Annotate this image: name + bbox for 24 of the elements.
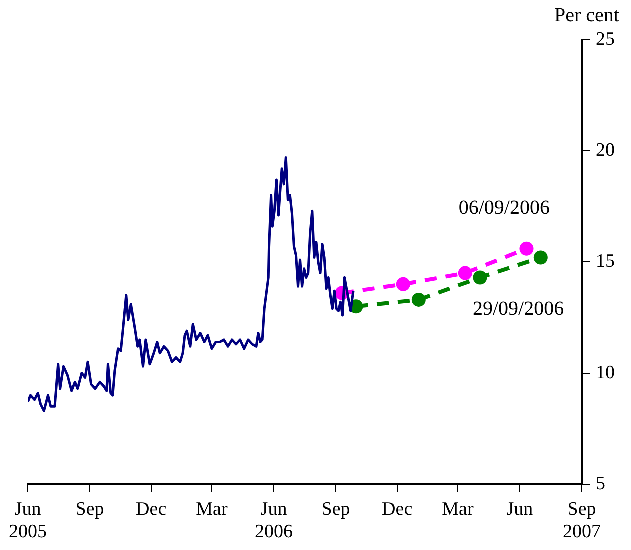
point [520, 242, 534, 256]
y-tick-label: 5 [596, 473, 606, 494]
y-tick-label: 25 [596, 28, 615, 50]
point [396, 277, 410, 292]
x-tick-label: Jun [506, 498, 534, 520]
point [473, 270, 488, 285]
x-tick-label: Sep [322, 498, 350, 520]
x-tick-label: Mar [442, 498, 474, 520]
series-label: 29/09/2006 [472, 298, 564, 320]
x-tick-label: Mar [196, 498, 228, 520]
y-tick-label: 20 [596, 140, 615, 162]
point [412, 292, 426, 307]
x-tick-label: Dec [382, 498, 413, 520]
x-tick-label: Jun 2005 [9, 498, 47, 543]
point [458, 266, 472, 280]
x-tick-label: Dec [136, 498, 167, 520]
x-tick-label: Jun 2006 [255, 498, 293, 543]
x-tick-label: Sep 2007 [563, 498, 601, 543]
y-tick-label: 15 [596, 251, 615, 272]
y-tick-label: 10 [596, 362, 615, 384]
series-label: 06/09/2006 [458, 197, 550, 220]
y-axis-title: Per cent [554, 4, 620, 26]
x-tick-label: Sep [76, 498, 104, 520]
point [534, 250, 548, 265]
